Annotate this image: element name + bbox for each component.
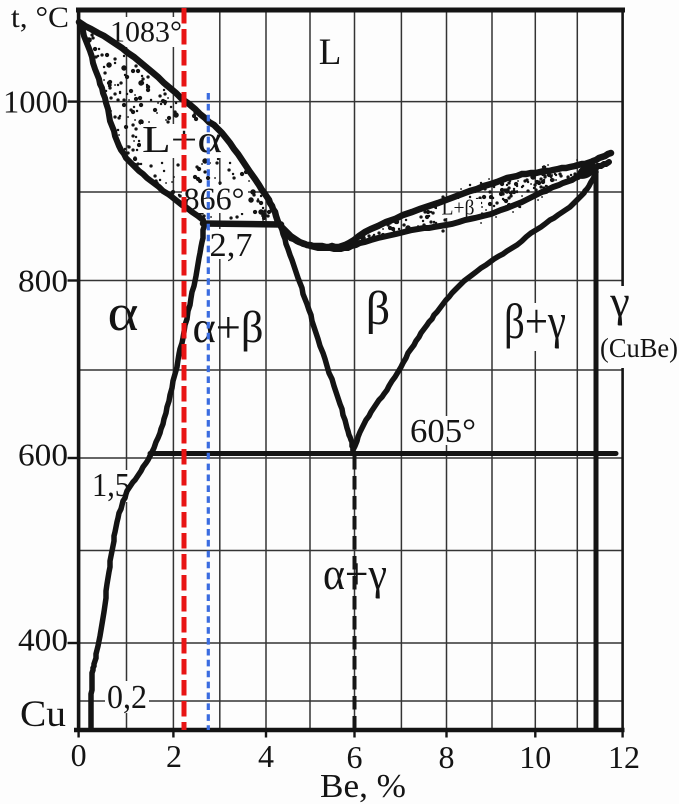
svg-text:866°: 866° xyxy=(184,181,245,217)
svg-text:10: 10 xyxy=(519,739,551,775)
svg-text:β+γ: β+γ xyxy=(504,293,566,349)
svg-text:0: 0 xyxy=(71,737,87,773)
svg-text:Be, %: Be, % xyxy=(320,768,406,804)
svg-text:6: 6 xyxy=(347,739,363,775)
svg-text:600: 600 xyxy=(18,437,68,473)
svg-text:α+β: α+β xyxy=(193,303,264,352)
svg-text:(CuBe): (CuBe) xyxy=(600,333,678,363)
svg-text:t, °C: t, °C xyxy=(11,1,69,34)
svg-text:2: 2 xyxy=(166,738,182,774)
svg-text:605°: 605° xyxy=(410,413,476,450)
svg-text:β: β xyxy=(366,282,390,335)
svg-text:1083°: 1083° xyxy=(110,16,182,49)
svg-text:L: L xyxy=(319,32,342,73)
svg-text:γ: γ xyxy=(609,277,629,326)
svg-text:4: 4 xyxy=(258,738,274,774)
svg-text:α+γ: α+γ xyxy=(323,548,387,599)
svg-text:0,2: 0,2 xyxy=(107,679,147,716)
svg-text:2,7: 2,7 xyxy=(210,227,253,264)
svg-text:Cu: Cu xyxy=(20,694,66,735)
svg-text:8: 8 xyxy=(439,739,455,775)
svg-text:L+β: L+β xyxy=(442,196,475,220)
svg-text:1000: 1000 xyxy=(3,84,68,120)
svg-text:800: 800 xyxy=(18,263,68,299)
svg-text:400: 400 xyxy=(18,622,68,658)
svg-text:1,5: 1,5 xyxy=(92,467,130,504)
svg-text:α: α xyxy=(108,285,139,342)
svg-text:12: 12 xyxy=(608,739,640,775)
